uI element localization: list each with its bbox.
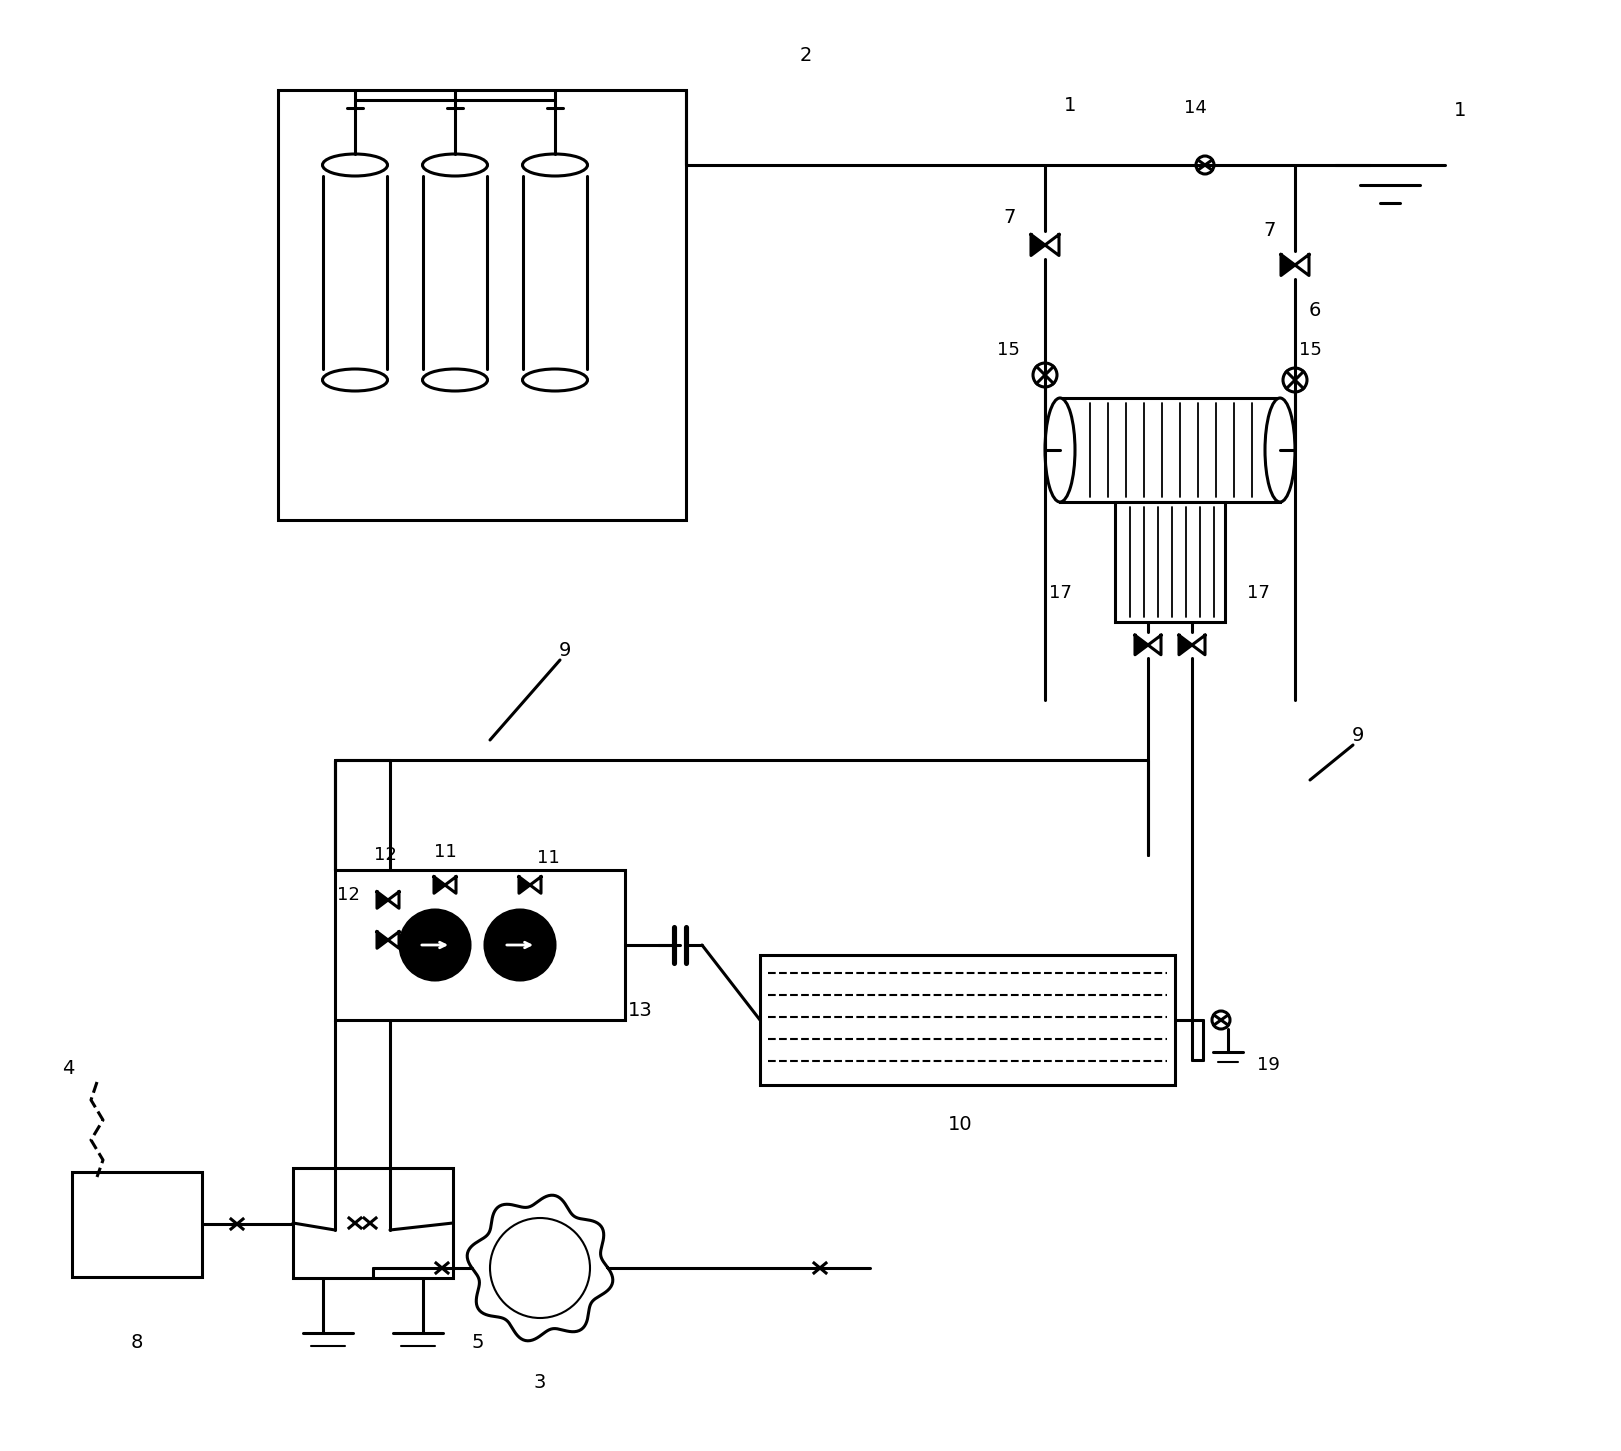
Text: 11: 11: [537, 849, 559, 868]
Polygon shape: [1135, 636, 1148, 654]
Text: 7: 7: [1264, 221, 1276, 239]
Polygon shape: [1046, 235, 1059, 255]
Polygon shape: [1295, 254, 1310, 276]
Text: 10: 10: [948, 1116, 973, 1135]
Text: 4: 4: [62, 1058, 75, 1078]
Text: 12: 12: [373, 846, 397, 863]
Polygon shape: [446, 876, 456, 894]
Text: 2: 2: [799, 45, 812, 64]
Bar: [760, 955, 1175, 1085]
Text: 9: 9: [559, 640, 571, 660]
Polygon shape: [1148, 636, 1161, 654]
Polygon shape: [1031, 235, 1046, 255]
Circle shape: [1213, 1011, 1230, 1029]
Ellipse shape: [323, 369, 387, 390]
Text: 9: 9: [1352, 726, 1365, 744]
Polygon shape: [1178, 636, 1191, 654]
Ellipse shape: [1046, 398, 1075, 502]
Polygon shape: [387, 892, 399, 908]
Circle shape: [1196, 157, 1214, 174]
Circle shape: [400, 910, 470, 979]
Bar: [277, 90, 686, 519]
Bar: [71, 1172, 203, 1277]
Polygon shape: [378, 932, 387, 949]
Polygon shape: [387, 932, 399, 949]
Bar: [293, 1168, 452, 1278]
Ellipse shape: [522, 369, 587, 390]
Text: 1: 1: [1063, 96, 1076, 115]
Ellipse shape: [522, 154, 587, 176]
Text: 5: 5: [472, 1333, 485, 1352]
Text: 12: 12: [337, 887, 360, 904]
Circle shape: [1033, 363, 1057, 387]
Polygon shape: [1281, 254, 1295, 276]
Text: 11: 11: [434, 843, 457, 860]
Circle shape: [1282, 369, 1307, 392]
Text: 1: 1: [1454, 100, 1465, 119]
Text: 3: 3: [533, 1374, 546, 1393]
Text: 15: 15: [1298, 341, 1321, 358]
Ellipse shape: [1264, 398, 1295, 502]
Bar: [336, 871, 626, 1020]
Polygon shape: [1191, 636, 1204, 654]
Text: 14: 14: [1183, 99, 1206, 118]
Text: 8: 8: [131, 1332, 143, 1351]
Text: 15: 15: [997, 341, 1020, 358]
Ellipse shape: [423, 369, 488, 390]
Bar: [1060, 398, 1281, 502]
Text: 17: 17: [1049, 583, 1071, 602]
Ellipse shape: [323, 154, 387, 176]
Text: 13: 13: [627, 1001, 652, 1020]
Polygon shape: [434, 876, 446, 894]
Polygon shape: [519, 876, 530, 894]
Bar: [1115, 502, 1225, 622]
Ellipse shape: [423, 154, 488, 176]
Circle shape: [485, 910, 554, 979]
Text: 7: 7: [1003, 207, 1016, 226]
Polygon shape: [530, 876, 541, 894]
Polygon shape: [378, 892, 387, 908]
Text: 19: 19: [1256, 1056, 1279, 1074]
Text: 6: 6: [1308, 300, 1321, 319]
Text: 17: 17: [1247, 583, 1269, 602]
